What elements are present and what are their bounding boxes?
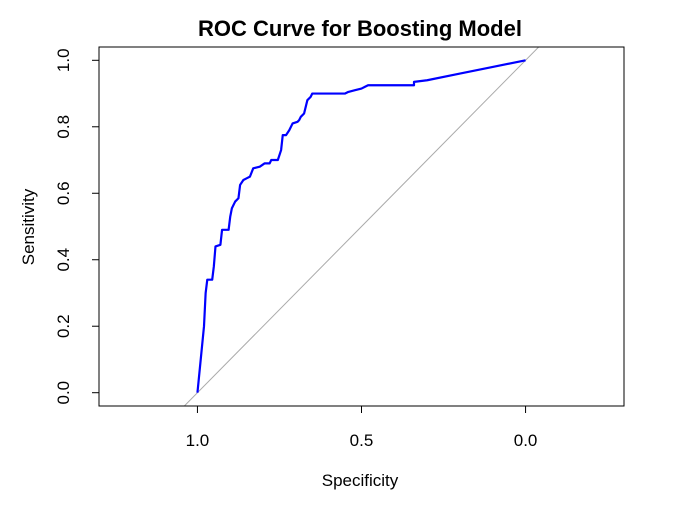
- y-tick-label: 1.0: [54, 48, 73, 72]
- y-tick-label: 0.8: [54, 115, 73, 139]
- y-axis-label: Sensitivity: [19, 188, 38, 265]
- x-axis: 1.0 0.5 0.0: [186, 405, 538, 450]
- y-tick-label: 0.6: [54, 181, 73, 205]
- chart-title: ROC Curve for Boosting Model: [198, 16, 522, 41]
- x-axis-label: Specificity: [322, 471, 399, 490]
- y-tick-label: 0.4: [54, 248, 73, 272]
- y-tick-label: 0.0: [54, 381, 73, 405]
- y-tick-label: 0.2: [54, 314, 73, 338]
- roc-curve-line: [196, 59, 526, 393]
- reference-diagonal-line: [183, 47, 540, 406]
- x-tick-label: 0.5: [350, 431, 374, 450]
- y-axis: 0.0 0.2 0.4 0.6 0.8 1.0: [54, 48, 100, 405]
- x-tick-label: 0.0: [514, 431, 538, 450]
- x-tick-label: 1.0: [186, 431, 210, 450]
